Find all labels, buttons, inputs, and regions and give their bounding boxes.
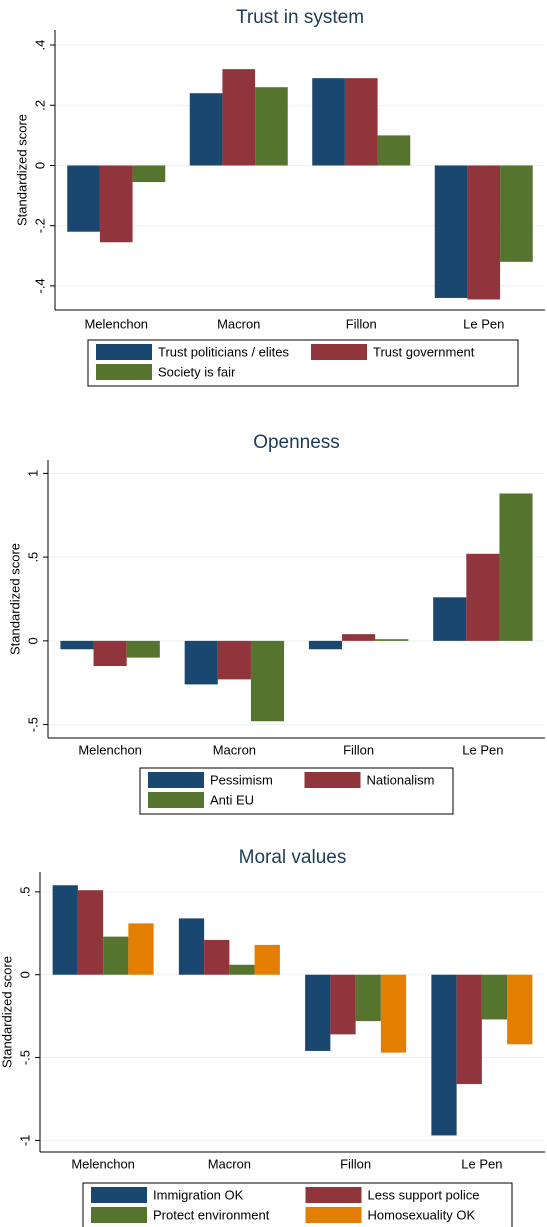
bar bbox=[308, 640, 343, 650]
bar bbox=[467, 165, 501, 300]
y-tick-label: -1 bbox=[17, 1135, 32, 1147]
x-tick-label: Macron bbox=[217, 316, 260, 331]
bar bbox=[330, 974, 356, 1035]
x-tick-label: Fillon bbox=[346, 316, 377, 331]
bar bbox=[434, 165, 468, 298]
y-tick-label: 0 bbox=[25, 637, 40, 644]
y-tick-label: -.5 bbox=[25, 717, 40, 732]
bar bbox=[99, 165, 133, 243]
legend-swatch bbox=[305, 1187, 362, 1203]
x-tick-label: Melenchon bbox=[84, 316, 148, 331]
bar bbox=[184, 640, 218, 685]
bar bbox=[60, 640, 94, 650]
x-tick-label: Melenchon bbox=[78, 742, 142, 757]
chart-title: Moral values bbox=[239, 847, 347, 868]
x-tick-label: Macron bbox=[213, 742, 256, 757]
legend-swatch bbox=[148, 772, 204, 788]
legend-label: Nationalism bbox=[367, 772, 435, 787]
chart-title: Openness bbox=[253, 432, 340, 453]
legend-label: Pessimism bbox=[210, 772, 273, 787]
legend-box bbox=[87, 339, 519, 387]
y-axis-label: Standardized score bbox=[14, 114, 29, 226]
y-axis-label: Standardized score bbox=[0, 956, 14, 1068]
bar bbox=[77, 890, 104, 975]
legend-label: Protect environment bbox=[153, 1207, 270, 1222]
legend-swatch bbox=[96, 344, 152, 360]
legend-label: Less support police bbox=[368, 1187, 480, 1202]
y-tick-label: -.4 bbox=[32, 278, 47, 293]
y-tick-label: .5 bbox=[25, 552, 40, 563]
x-tick-label: Melenchon bbox=[71, 1156, 135, 1171]
y-tick-label: 0 bbox=[32, 162, 47, 169]
bar bbox=[507, 974, 533, 1045]
bar bbox=[126, 640, 160, 658]
x-tick-label: Fillon bbox=[343, 742, 374, 757]
bar bbox=[312, 78, 345, 166]
legend-label: Society is fair bbox=[158, 364, 236, 379]
bar bbox=[344, 78, 378, 166]
bar bbox=[342, 634, 376, 641]
bar bbox=[132, 165, 166, 183]
bar bbox=[500, 165, 533, 262]
bar bbox=[229, 964, 255, 975]
y-tick-label: -.5 bbox=[17, 1050, 32, 1065]
x-tick-label: Le Pen bbox=[461, 1156, 502, 1171]
bar bbox=[222, 69, 256, 166]
bar bbox=[204, 939, 230, 975]
bar bbox=[305, 974, 331, 1051]
bar bbox=[499, 493, 533, 641]
y-tick-label: .5 bbox=[17, 886, 32, 897]
legend-box bbox=[82, 1182, 513, 1227]
legend-swatch bbox=[305, 1207, 362, 1223]
x-tick-label: Macron bbox=[208, 1156, 251, 1171]
bar bbox=[189, 93, 223, 166]
bar bbox=[254, 944, 280, 975]
bar bbox=[355, 974, 381, 1022]
bar bbox=[250, 640, 285, 722]
bar bbox=[377, 135, 411, 166]
bar bbox=[103, 936, 129, 975]
bar bbox=[217, 640, 251, 680]
bar bbox=[375, 639, 409, 641]
legend-label: Immigration OK bbox=[153, 1187, 244, 1202]
bar bbox=[52, 885, 78, 975]
legend-swatch bbox=[148, 792, 204, 808]
legend-swatch bbox=[91, 1207, 147, 1223]
bar bbox=[255, 87, 288, 166]
bar bbox=[431, 974, 457, 1136]
bar bbox=[380, 974, 407, 1053]
chart-title: Trust in system bbox=[236, 7, 364, 28]
legend-swatch bbox=[96, 364, 152, 380]
bar bbox=[178, 918, 205, 975]
bar bbox=[466, 553, 500, 641]
y-tick-label: .4 bbox=[32, 40, 47, 51]
y-axis-label: Standardized score bbox=[7, 543, 22, 655]
y-tick-label: -.2 bbox=[32, 218, 47, 233]
legend-label: Anti EU bbox=[210, 792, 254, 807]
x-tick-label: Le Pen bbox=[462, 742, 503, 757]
x-tick-label: Fillon bbox=[340, 1156, 371, 1171]
bar bbox=[93, 640, 127, 666]
y-tick-label: 1 bbox=[25, 470, 40, 477]
y-tick-label: .2 bbox=[32, 100, 47, 111]
y-tick-label: 0 bbox=[17, 971, 32, 978]
bar bbox=[128, 923, 154, 975]
legend-swatch bbox=[91, 1187, 147, 1203]
legend-swatch bbox=[311, 344, 367, 360]
legend-label: Homosexuality OK bbox=[368, 1207, 476, 1222]
x-tick-label: Le Pen bbox=[463, 316, 504, 331]
bar bbox=[456, 974, 482, 1085]
legend-label: Trust politicians / elites bbox=[158, 344, 290, 359]
bar bbox=[481, 974, 508, 1020]
bar bbox=[433, 597, 467, 641]
bar bbox=[67, 165, 100, 232]
legend-swatch bbox=[304, 772, 361, 788]
legend-label: Trust government bbox=[373, 344, 475, 359]
